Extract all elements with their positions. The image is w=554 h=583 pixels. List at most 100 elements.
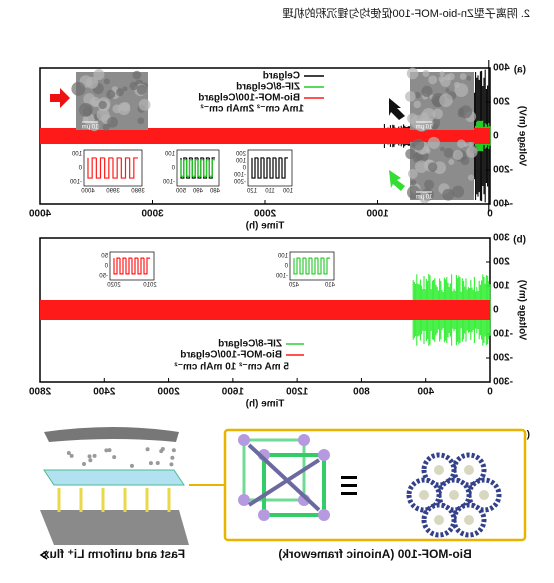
inset-y-label: 50: [101, 254, 108, 260]
scale-bar-label: 10 μm: [416, 195, 433, 201]
mof-core: [479, 490, 489, 500]
y-tick-label: -200: [493, 353, 513, 364]
inset-trace: [180, 157, 215, 179]
sem-texture: [454, 83, 469, 98]
x-tick-label: 2400: [93, 387, 116, 398]
sem-texture: [138, 99, 151, 111]
sem-texture: [86, 76, 99, 89]
ion: [155, 460, 160, 465]
ion: [92, 453, 97, 458]
y-tick-label: -400: [493, 199, 513, 210]
inset-y-label: -50: [99, 274, 108, 280]
mof-core: [464, 515, 474, 525]
ion: [87, 454, 92, 459]
cage: [262, 453, 326, 517]
sem-texture: [405, 91, 416, 102]
sem-texture: [90, 96, 101, 107]
inset-x-label: 410: [324, 283, 335, 289]
x-tick-label: 3000: [141, 209, 164, 220]
sem-texture: [89, 121, 100, 132]
inset-y-label: 0: [78, 166, 82, 172]
sem-texture: [115, 88, 124, 97]
inset-y-label: 100: [277, 254, 288, 260]
sem-texture: [432, 123, 439, 130]
sem-texture: [413, 100, 421, 109]
y-tick-label: 0: [493, 131, 499, 142]
node: [298, 434, 310, 446]
sem-texture: [420, 149, 425, 155]
scale-bar-label: 10 μm: [416, 125, 433, 131]
mof-core: [419, 490, 429, 500]
inset-y-label: 100: [164, 152, 175, 158]
sem-texture: [78, 102, 93, 117]
inset-x-label: 500: [175, 189, 186, 195]
sem-texture: [460, 156, 470, 166]
sem-texture: [102, 123, 110, 131]
flux-marker: [39, 550, 48, 560]
x-tick-label: 1000: [366, 209, 389, 220]
sem-texture: [122, 86, 128, 92]
sem-texture: [456, 139, 466, 149]
x-tick-label: 2800: [28, 387, 51, 398]
sem-texture: [405, 148, 416, 160]
y-tick-label: 100: [493, 281, 510, 292]
inset-y-label: -200: [233, 180, 246, 186]
ion: [129, 463, 134, 468]
sem-texture: [421, 85, 433, 98]
ion: [66, 450, 71, 455]
inset-y-label: 0: [284, 264, 288, 270]
sem-texture: [466, 75, 472, 81]
sem-texture: [427, 162, 438, 172]
node: [318, 509, 330, 521]
mof-core: [434, 465, 444, 475]
scale-bar-label: 10 μm: [82, 125, 99, 131]
sem-texture: [117, 102, 131, 116]
sem-texture: [129, 81, 138, 91]
sem-texture: [406, 67, 419, 80]
inset-y-label: 100: [71, 152, 82, 158]
sem-texture: [425, 148, 431, 154]
sem-texture: [442, 188, 455, 201]
framework-caption: Bio-MOF-100 (Anionic framework): [278, 547, 471, 561]
inset-y-label: 200: [235, 152, 246, 158]
inset-x-label: 420: [288, 283, 299, 289]
sem-texture: [414, 91, 421, 99]
x-tick-label: 1600: [221, 387, 244, 398]
sem-texture: [71, 81, 86, 96]
legend-label: ZIF-8/Celgard: [236, 82, 300, 93]
sem-texture: [96, 108, 110, 122]
inset-y-label: -100: [69, 180, 82, 186]
node: [238, 494, 250, 506]
equiv-bar: [341, 484, 357, 487]
sem-texture: [443, 147, 454, 158]
inset-y-label: 100: [235, 159, 246, 165]
y-axis-title: Voltage (mV): [516, 280, 527, 340]
inset-y-label: 0: [104, 264, 108, 270]
ion: [69, 453, 74, 458]
inset-y-label: -100: [275, 274, 288, 280]
mof-core: [449, 490, 459, 500]
sem-texture: [107, 116, 118, 128]
separator-layer: [43, 469, 185, 486]
inset-x-label: 480: [209, 189, 220, 195]
inset-trace: [293, 257, 330, 275]
sem-texture: [82, 116, 89, 123]
arrow: [389, 170, 405, 191]
inset-trace: [180, 159, 215, 177]
node: [318, 449, 330, 461]
x-tick-label: 0: [487, 387, 493, 398]
y-tick-label: -100: [493, 329, 513, 340]
equiv-bar: [341, 492, 357, 495]
ion: [145, 447, 150, 452]
y-tick-label: 300: [493, 233, 510, 244]
arrow: [389, 98, 405, 120]
legend-label: Bio-MOF-100/Celgard: [180, 350, 282, 361]
sem-texture: [468, 142, 473, 148]
mof-core: [464, 465, 474, 475]
sem-texture: [421, 108, 436, 122]
inset-x-label: 2020: [107, 283, 121, 289]
sem-texture: [439, 93, 453, 108]
sem-texture: [466, 146, 478, 158]
y-tick-label: 200: [493, 97, 510, 108]
sem-texture: [447, 72, 455, 81]
